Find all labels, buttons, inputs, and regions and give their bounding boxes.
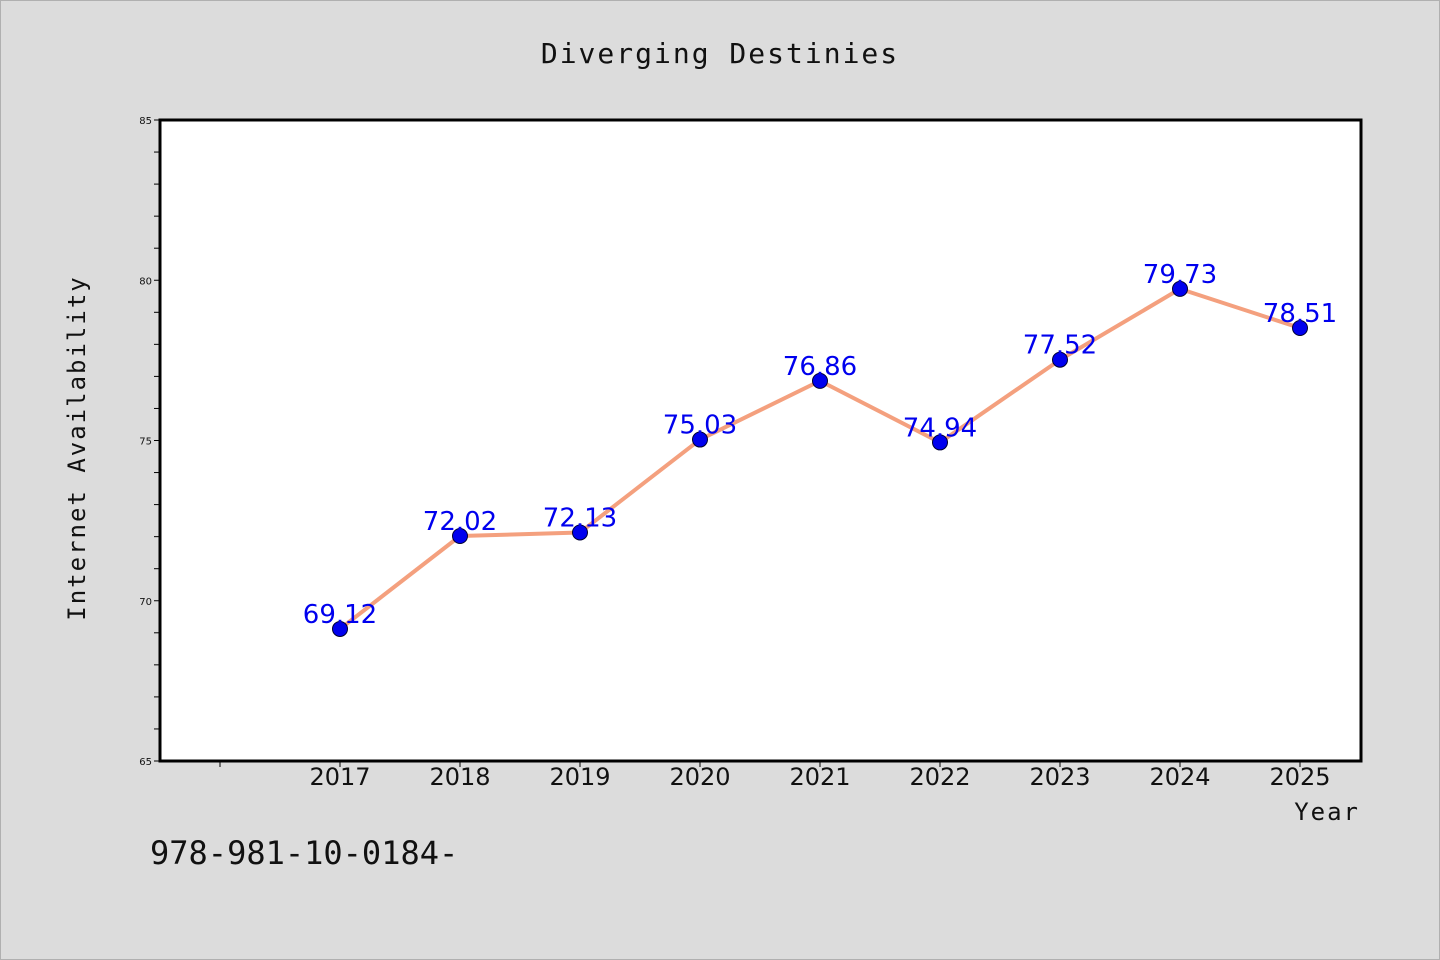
data-point: [932, 434, 948, 451]
x-axis-label: Year: [1294, 798, 1360, 826]
y-tick-label: 65: [139, 757, 152, 768]
data-point: [692, 431, 708, 448]
series-line-group: [332, 280, 1308, 637]
x-tick-label: 2017: [309, 763, 370, 791]
data-label: 79.73: [1143, 260, 1217, 290]
x-tick-label: 2021: [789, 763, 850, 791]
data-point: [572, 524, 588, 541]
plot-area: [158, 118, 1363, 763]
y-tick-label: 75: [139, 437, 152, 448]
x-tick-label: 2022: [909, 763, 970, 791]
x-tick-label: 2024: [1149, 763, 1210, 791]
data-label: 78.51: [1263, 299, 1337, 329]
x-tick-label: 2025: [1269, 763, 1330, 791]
data-point: [812, 372, 828, 389]
y-tick-label: 85: [139, 116, 152, 127]
x-axis: 2017 2018 2019 2020 2021 2022 2023 2024 2025: [219, 761, 1331, 791]
data-label: 76.86: [783, 352, 857, 382]
data-point: [1172, 280, 1188, 297]
y-tick-label: 80: [139, 276, 152, 287]
data-point: [1292, 320, 1308, 337]
data-label: 74.94: [903, 413, 977, 443]
x-tick-label: 2018: [429, 763, 490, 791]
data-label: 72.02: [423, 507, 497, 537]
data-label: 72.13: [543, 503, 617, 533]
x-tick-label: 2023: [1029, 763, 1090, 791]
x-tick-label: 2020: [669, 763, 730, 791]
y-axis: 65 70 75 80 85: [139, 116, 160, 768]
data-label: 75.03: [663, 411, 737, 441]
chart-title: Diverging Destinies: [541, 37, 899, 70]
y-tick-label: 70: [139, 597, 152, 608]
data-point: [452, 528, 468, 545]
data-point: [332, 620, 348, 637]
data-point: [1052, 351, 1068, 368]
x-tick-label: 2019: [549, 763, 610, 791]
y-axis-label: Internet Availability: [63, 275, 91, 620]
footer-text: 978-981-10-0184-: [150, 834, 458, 872]
data-labels-group: 69.12 72.02 72.13 75.03 76.86 74.94 77.52 79.73…: [303, 260, 1337, 630]
data-label: 77.52: [1023, 331, 1097, 361]
data-label: 69.12: [303, 600, 377, 630]
